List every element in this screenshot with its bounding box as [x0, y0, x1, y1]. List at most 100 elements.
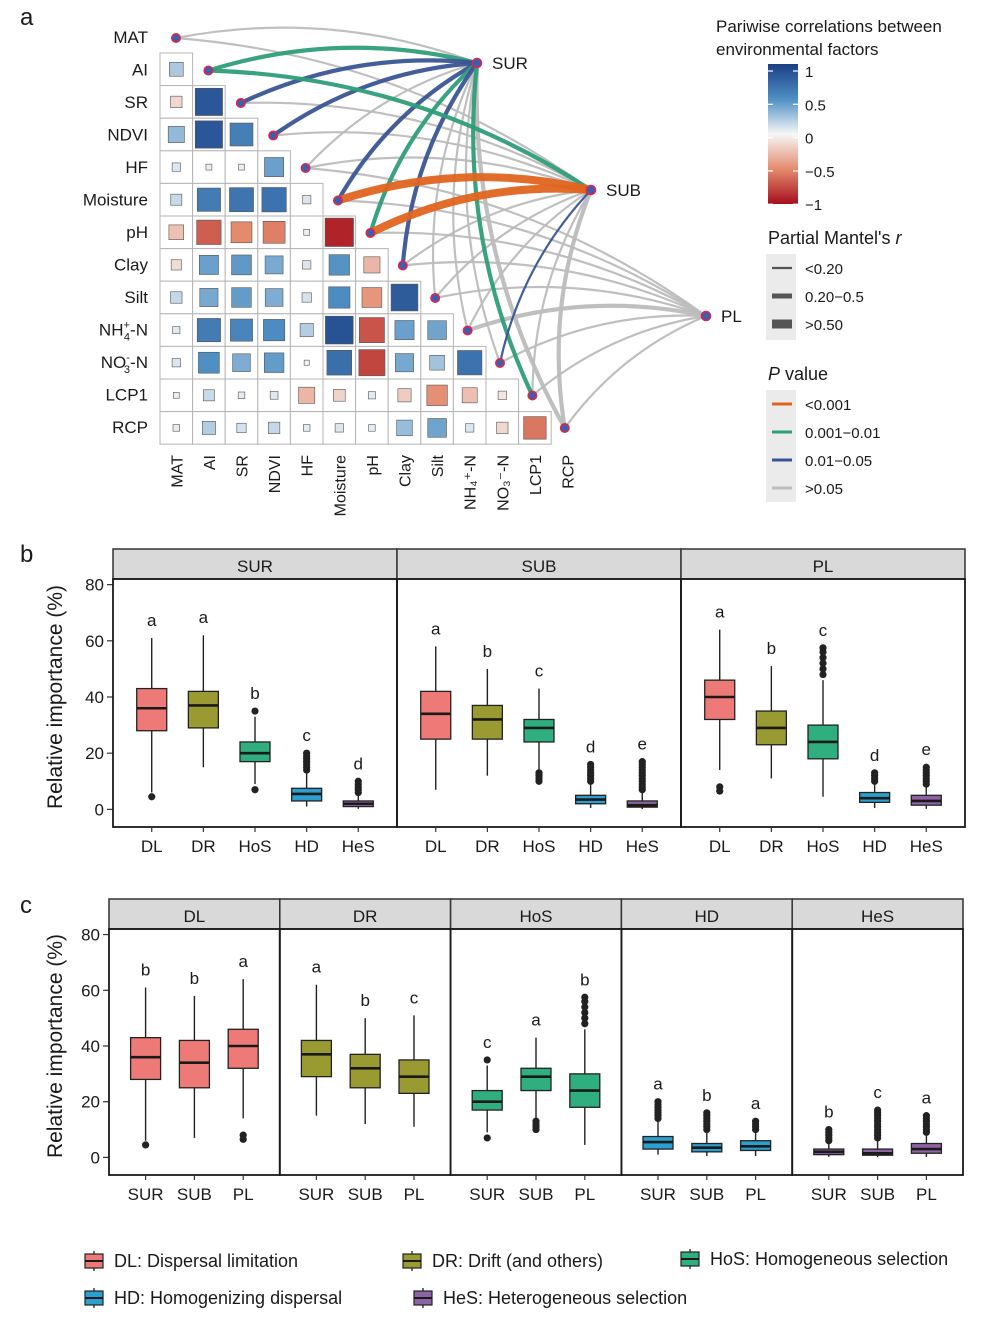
col-label: MAT — [169, 455, 186, 488]
corr-square — [326, 350, 352, 376]
corr-square — [194, 120, 223, 149]
row-label: Clay — [114, 256, 149, 275]
facet-strip — [112, 548, 398, 580]
significance-letter: a — [751, 1094, 761, 1113]
mantel-link — [304, 156, 593, 192]
significance-letter: a — [922, 1089, 932, 1108]
box — [129, 1036, 162, 1081]
x-tick-label: HeS — [626, 837, 659, 856]
p-value-legend: P value <0.001 0.001−0.01 0.01−0.05 >0.05 — [766, 364, 881, 502]
box-outlier — [581, 993, 589, 1001]
corr-square — [363, 256, 381, 274]
legend-label: DL: Dispersal limitation — [114, 1251, 298, 1271]
y-tick-label: 40 — [85, 688, 104, 707]
legend-label: HeS: Heterogeneous selection — [443, 1288, 687, 1308]
box-outlier — [354, 777, 362, 785]
corr-square — [298, 386, 316, 404]
corr-square — [196, 187, 221, 212]
mantel-link — [334, 173, 595, 205]
corr-square — [427, 418, 447, 438]
corr-square — [170, 291, 183, 304]
corr-square — [170, 259, 182, 271]
corr-square — [328, 254, 350, 276]
corr-square — [230, 221, 253, 244]
box-outlier — [752, 1117, 760, 1125]
box-outlier — [142, 1141, 150, 1149]
mantel-link — [400, 60, 480, 268]
box-outlier — [239, 1131, 247, 1139]
mantel-link — [174, 26, 479, 65]
box-outlier — [638, 758, 646, 766]
mantel-link — [465, 303, 709, 333]
row-label: HF — [125, 158, 148, 177]
box — [471, 1089, 503, 1111]
variable-node — [300, 163, 311, 174]
colorbar-title: Pariwise correlations between — [716, 17, 942, 36]
y-tick-label: 20 — [85, 744, 104, 763]
mantel-link — [434, 285, 708, 318]
significance-letter: b — [483, 642, 492, 661]
p-value-legend-label: 0.001−0.01 — [805, 425, 881, 442]
x-tick-label: HeS — [910, 837, 943, 856]
corr-square — [170, 95, 183, 108]
box-outlier — [654, 1098, 662, 1106]
x-tick-label: HoS — [238, 837, 271, 856]
box-outlier — [581, 1020, 589, 1028]
significance-letter: c — [483, 1033, 492, 1052]
corr-square — [429, 354, 445, 371]
x-tick-label: HD — [862, 837, 887, 856]
y-tick-label: 60 — [85, 632, 104, 651]
col-label: Silt — [430, 454, 447, 477]
mantel-link — [304, 61, 479, 170]
col-label: Moisture — [332, 455, 349, 516]
legend-key-dr — [402, 1251, 422, 1271]
corr-square — [205, 163, 213, 171]
corr-square — [523, 416, 547, 440]
significance-letter: c — [535, 662, 544, 681]
corr-square — [236, 422, 247, 433]
corr-square — [358, 349, 386, 377]
correlation-grid — [159, 52, 552, 445]
row-label: RCP — [112, 418, 148, 437]
box-outlier — [922, 1112, 931, 1120]
corr-square — [426, 384, 448, 406]
corr-square — [237, 391, 246, 399]
mantel-link — [531, 314, 708, 397]
box-outlier — [251, 786, 259, 794]
panel-b-boxplots: Relative importance (%) 0 20 40 60 80 SUR a DL a D… — [44, 548, 966, 856]
mantel-link — [452, 61, 479, 332]
legend-key-dl — [84, 1251, 104, 1271]
mantel-link — [401, 260, 708, 318]
corr-square — [302, 260, 312, 270]
box-outlier — [922, 763, 930, 771]
corr-square — [465, 423, 475, 433]
y-tick-label: 0 — [91, 1148, 100, 1167]
significance-letter: a — [147, 611, 157, 630]
box — [704, 679, 736, 721]
x-tick-label: SUB — [177, 1185, 212, 1204]
mantel-link — [271, 60, 480, 138]
facet-strip-label: DL — [184, 907, 206, 926]
y-tick-label: 60 — [81, 981, 100, 1000]
x-tick-label: DR — [759, 837, 784, 856]
significance-letter: b — [360, 991, 369, 1010]
corr-square — [199, 255, 219, 275]
facet-strip — [396, 548, 682, 580]
y-tick-label: 20 — [81, 1093, 100, 1112]
variable-node — [494, 357, 505, 368]
mantel-link — [206, 45, 480, 73]
box-outlier — [581, 1008, 589, 1017]
row-label: LCP1 — [105, 386, 148, 405]
mantel-r-legend-label: 0.20−0.5 — [805, 289, 864, 306]
mantel-link — [336, 199, 708, 318]
corr-square — [232, 353, 251, 372]
community-node — [585, 184, 597, 196]
col-label: NO₃⁻-N — [495, 455, 512, 511]
x-tick-label: DL — [709, 837, 731, 856]
legend-key-bg — [766, 390, 796, 502]
mantel-link — [238, 58, 480, 106]
corr-square — [230, 318, 253, 342]
box-outlier — [148, 793, 156, 801]
x-tick-label: DL — [425, 837, 447, 856]
colorbar-tick-label: 0 — [805, 131, 813, 148]
